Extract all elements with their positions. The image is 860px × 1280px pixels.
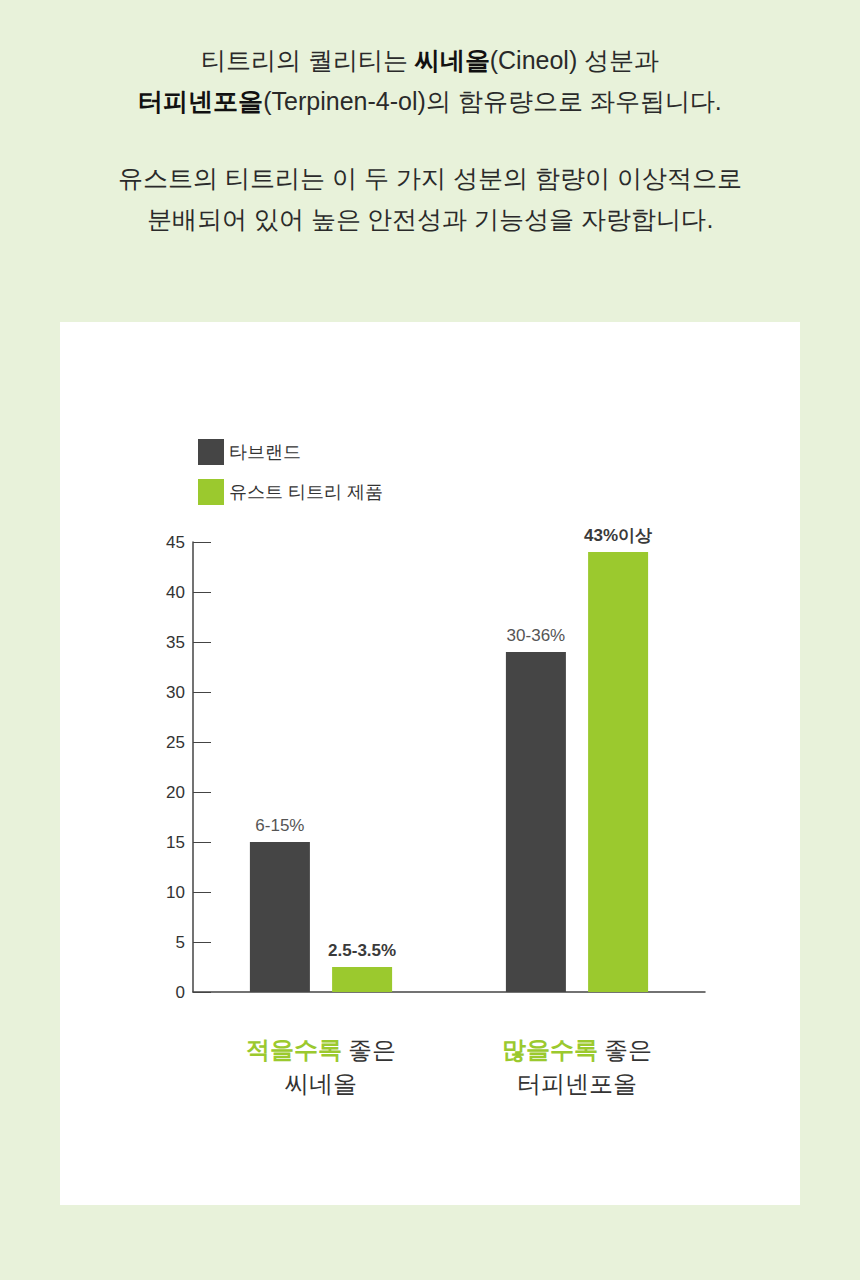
svg-text:2.5-3.5%: 2.5-3.5% — [328, 941, 396, 960]
svg-text:25: 25 — [166, 733, 185, 752]
svg-text:35: 35 — [166, 633, 185, 652]
svg-text:유스트 티트리 제품: 유스트 티트리 제품 — [229, 482, 383, 502]
svg-text:20: 20 — [166, 783, 185, 802]
svg-text:15: 15 — [166, 833, 185, 852]
svg-text:30-36%: 30-36% — [507, 626, 566, 645]
html-text:터피넨포올(Terpinen-4-ol)의 함유량으로 좌우: 터피넨포올(Terpinen-4-ol)의 함유량으로 좌우됩니다. — [138, 87, 722, 115]
svg-text:적을수록: 적을수록 — [246, 1036, 342, 1063]
svg-text:좋은: 좋은 — [598, 1036, 653, 1063]
svg-text:45: 45 — [166, 533, 185, 552]
svg-text:좋은: 좋은 — [342, 1036, 397, 1063]
svg-text:10: 10 — [166, 883, 185, 902]
svg-text:타브랜드: 타브랜드 — [229, 442, 301, 462]
svg-text:43%이상: 43%이상 — [584, 526, 652, 545]
html-text:유스트의 티트리는 이 두 가지 성분의 함량이 이상적으로: 유스트의 티트리는 이 두 가지 성분의 함량이 이상적으로 — [118, 164, 742, 192]
svg-text:0: 0 — [176, 983, 185, 1002]
html-text:분배되어 있어 높은 안전성과 기능성을 자랑합니다.: 분배되어 있어 높은 안전성과 기능성을 자랑합니다. — [146, 205, 714, 233]
svg-text:6-15%: 6-15% — [255, 816, 304, 835]
html-text:티트리의 퀄리티는씨네올(Cineol) 성분과: 티트리의 퀄리티는씨네올(Cineol) 성분과 — [200, 46, 660, 74]
svg-text:40: 40 — [166, 583, 185, 602]
svg-text:5: 5 — [176, 933, 185, 952]
svg-text:30: 30 — [166, 683, 185, 702]
svg-text:씨네올: 씨네올 — [285, 1070, 357, 1097]
svg-text:많을수록: 많을수록 — [502, 1036, 598, 1063]
svg-text:터피넨포올: 터피넨포올 — [517, 1070, 637, 1097]
